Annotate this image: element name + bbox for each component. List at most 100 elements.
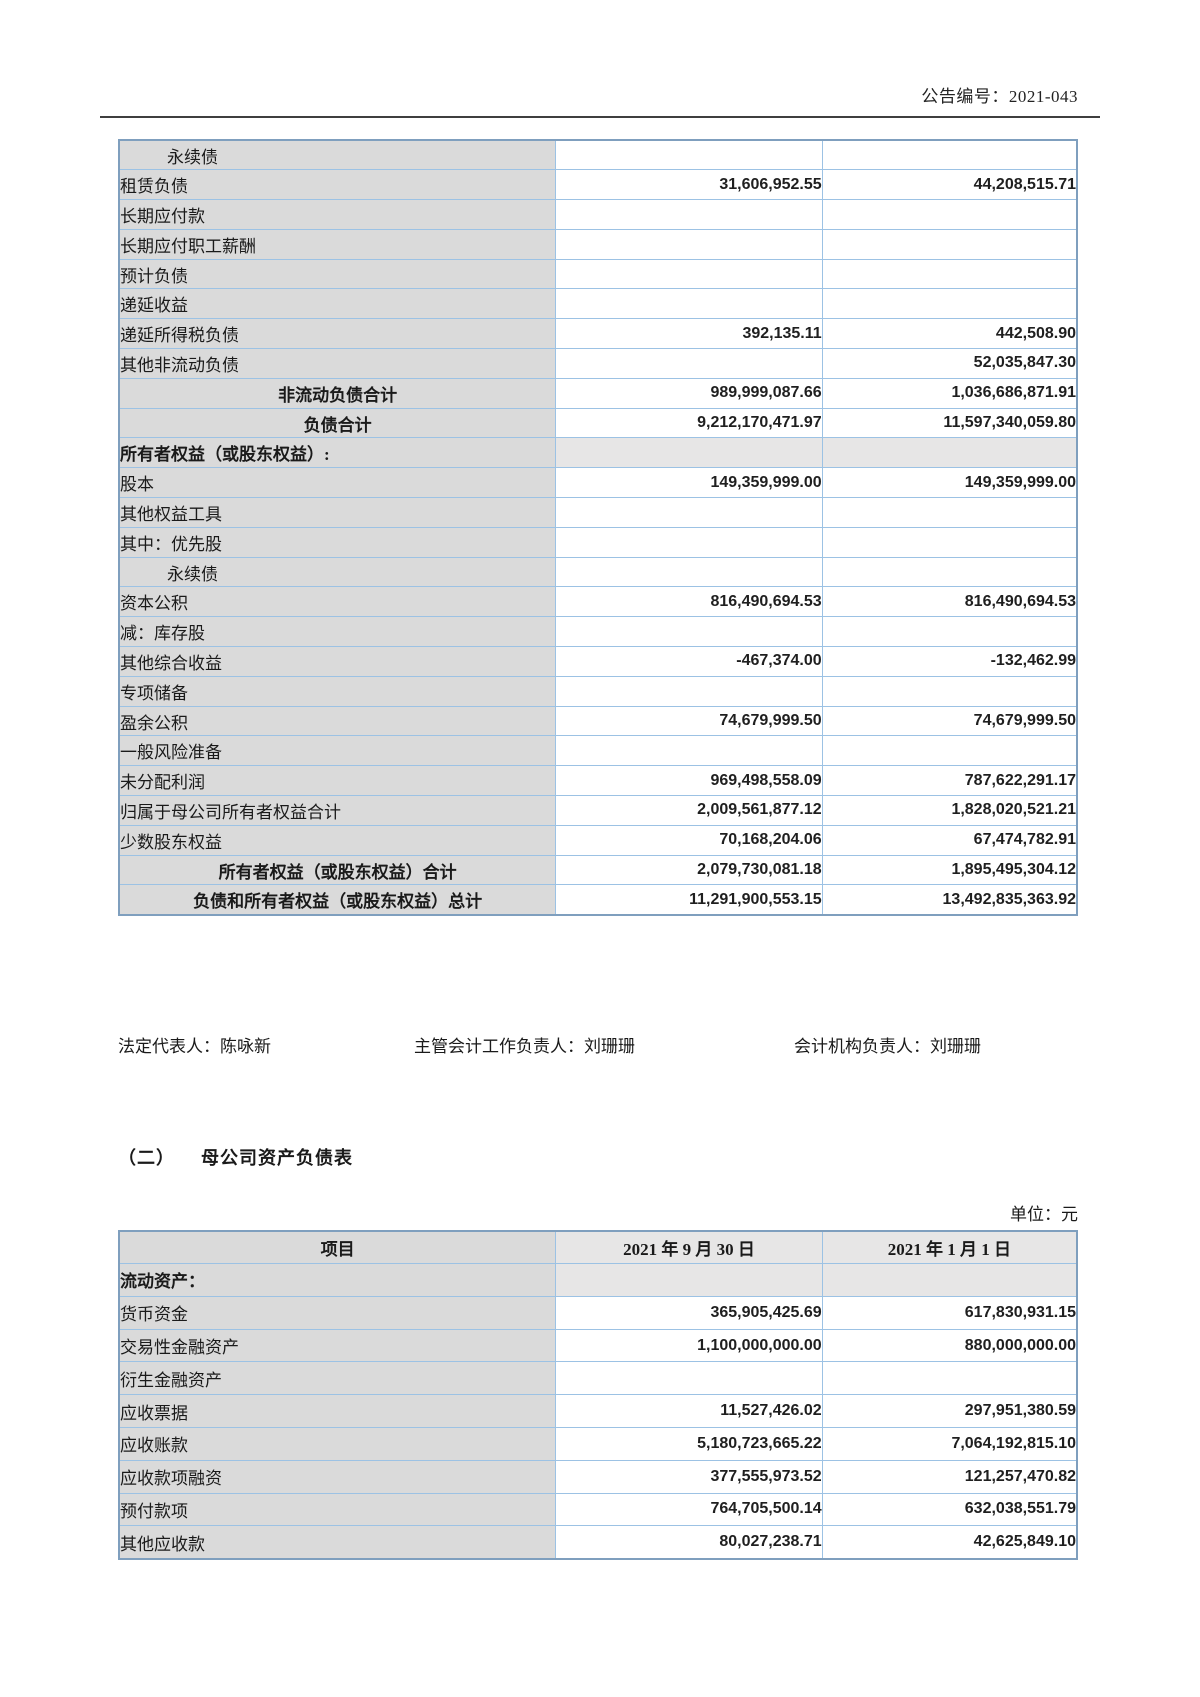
value-cell-prior — [821, 1263, 1078, 1297]
row-label-cell: 预付款项 — [118, 1492, 557, 1527]
table-row: 所有者权益（或股东权益）: — [118, 437, 1078, 469]
value-cell-current: 2,079,730,081.18 — [555, 854, 823, 886]
row-label-cell: 应收款项融资 — [118, 1459, 557, 1494]
row-label-cell: 未分配利润 — [118, 765, 557, 797]
table-row: 流动资产： — [118, 1263, 1078, 1297]
value-cell-prior: 67,474,782.91 — [821, 824, 1078, 856]
row-label-cell: 流动资产： — [118, 1263, 557, 1297]
value-cell-prior: 632,038,551.79 — [821, 1492, 1078, 1527]
value-cell-prior — [821, 258, 1078, 290]
value-cell-current: 816,490,694.53 — [555, 586, 823, 618]
value-cell-prior: 442,508.90 — [821, 318, 1078, 350]
value-cell-prior: 787,622,291.17 — [821, 765, 1078, 797]
value-cell-current — [555, 199, 823, 230]
value-cell-current — [555, 735, 823, 767]
row-label-cell: 递延所得税负债 — [118, 318, 557, 350]
row-label-cell: 应收票据 — [118, 1394, 557, 1428]
value-cell-current — [555, 526, 823, 558]
value-cell-current: 80,027,238.71 — [555, 1525, 823, 1560]
value-cell-current — [555, 616, 823, 648]
row-label-cell: 应收账款 — [118, 1427, 557, 1461]
table-row: 非流动负债合计 989,999,087.66 1,036,686,871.91 — [118, 377, 1078, 409]
row-label-cell: 所有者权益（或股东权益）合计 — [118, 854, 557, 886]
chief-accounting-officer: 主管会计工作负责人：刘珊珊 — [414, 1036, 635, 1056]
page-header-rule: 公告编号：2021-043 — [100, 0, 1100, 118]
value-cell-prior: 816,490,694.53 — [821, 586, 1078, 618]
value-cell-current: 5,180,723,665.22 — [555, 1427, 823, 1461]
row-label-cell: 永续债 — [118, 556, 557, 588]
row-label-cell: 衍生金融资产 — [118, 1361, 557, 1396]
value-cell-prior: 1,895,495,304.12 — [821, 854, 1078, 886]
value-cell-current: 764,705,500.14 — [555, 1492, 823, 1527]
row-label-cell: 长期应付款 — [118, 199, 557, 230]
value-cell-prior — [821, 288, 1078, 320]
table-row: 交易性金融资产 1,100,000,000.00 880,000,000.00 — [118, 1328, 1078, 1363]
table-row: 其中：优先股 — [118, 526, 1078, 558]
value-cell-prior — [821, 139, 1078, 171]
value-cell-current — [555, 497, 823, 528]
table-row: 其他权益工具 — [118, 497, 1078, 528]
table-row: 一般风险准备 — [118, 735, 1078, 767]
section-heading: （二） 母公司资产负债表 — [118, 1144, 1200, 1170]
value-cell-current: 70,168,204.06 — [555, 824, 823, 856]
value-cell-current: 2,009,561,877.12 — [555, 795, 823, 826]
section-number: （二） — [118, 1147, 175, 1168]
value-cell-current — [555, 1361, 823, 1396]
row-label-cell: 非流动负债合计 — [118, 377, 557, 409]
row-label-cell: 其中：优先股 — [118, 526, 557, 558]
value-cell-current: 11,527,426.02 — [555, 1394, 823, 1428]
row-label-cell: 归属于母公司所有者权益合计 — [118, 795, 557, 826]
legal-representative: 法定代表人：陈咏新 — [118, 1036, 271, 1056]
header-date-1: 2021 年 9 月 30 日 — [555, 1230, 823, 1265]
row-label-cell: 专项储备 — [118, 675, 557, 707]
value-cell-current: 74,679,999.50 — [555, 705, 823, 737]
value-cell-prior — [821, 616, 1078, 648]
table-row: 负债合计 9,212,170,471.97 11,597,340,059.80 — [118, 407, 1078, 439]
value-cell-prior — [821, 556, 1078, 588]
accounting-dept-head: 会计机构负责人：刘珊珊 — [794, 1036, 981, 1056]
value-cell-prior: 880,000,000.00 — [821, 1328, 1078, 1363]
table-row: 专项储备 — [118, 675, 1078, 707]
table-row: 长期应付款 — [118, 199, 1078, 230]
row-label-cell: 资本公积 — [118, 586, 557, 618]
table-row: 预付款项 764,705,500.14 632,038,551.79 — [118, 1492, 1078, 1527]
table-row: 永续债 — [118, 139, 1078, 171]
value-cell-prior: 617,830,931.15 — [821, 1295, 1078, 1330]
row-label-cell: 少数股东权益 — [118, 824, 557, 856]
table-row: 负债和所有者权益（或股东权益）总计 11,291,900,553.15 13,492… — [118, 884, 1078, 916]
value-cell-prior: 1,036,686,871.91 — [821, 377, 1078, 409]
table-row: 其他应收款 80,027,238.71 42,625,849.10 — [118, 1525, 1078, 1560]
value-cell-current — [555, 437, 823, 469]
value-cell-current — [555, 1263, 823, 1297]
value-cell-current — [555, 288, 823, 320]
table-row: 衍生金融资产 — [118, 1361, 1078, 1396]
row-label-cell: 租赁负债 — [118, 169, 557, 201]
value-cell-prior — [821, 199, 1078, 230]
header-item: 项目 — [118, 1230, 557, 1265]
value-cell-prior: 13,492,835,363.92 — [821, 884, 1078, 916]
notice-number: 公告编号：2021-043 — [921, 87, 1078, 106]
row-label-cell: 货币资金 — [118, 1295, 557, 1330]
table-row: 递延收益 — [118, 288, 1078, 320]
row-label-cell: 负债合计 — [118, 407, 557, 439]
table-row: 货币资金 365,905,425.69 617,830,931.15 — [118, 1295, 1078, 1330]
table-row: 应收款项融资 377,555,973.52 121,257,470.82 — [118, 1459, 1078, 1494]
table-row: 所有者权益（或股东权益）合计 2,079,730,081.18 1,895,495,… — [118, 854, 1078, 886]
value-cell-current: -467,374.00 — [555, 646, 823, 677]
row-label-cell: 其他非流动负债 — [118, 348, 557, 379]
table-row: 减：库存股 — [118, 616, 1078, 648]
value-cell-current: 11,291,900,553.15 — [555, 884, 823, 916]
row-label-cell: 长期应付职工薪酬 — [118, 228, 557, 260]
row-label-cell: 负债和所有者权益（或股东权益）总计 — [118, 884, 557, 916]
value-cell-prior — [821, 497, 1078, 528]
row-label-cell: 其他权益工具 — [118, 497, 557, 528]
value-cell-current: 365,905,425.69 — [555, 1295, 823, 1330]
signature-line: 法定代表人：陈咏新 主管会计工作负责人：刘珊珊 会计机构负责人：刘珊珊 — [118, 1032, 1078, 1056]
row-label-cell: 递延收益 — [118, 288, 557, 320]
consolidated-balance-sheet-table: 永续债 租赁负债 31,606,952.55 44,208,515.71 长期应付款 长期… — [118, 139, 1078, 916]
section-title: 母公司资产负债表 — [201, 1147, 353, 1168]
row-label-cell: 股本 — [118, 467, 557, 499]
value-cell-prior: 11,597,340,059.80 — [821, 407, 1078, 439]
table-row: 未分配利润 969,498,558.09 787,622,291.17 — [118, 765, 1078, 797]
